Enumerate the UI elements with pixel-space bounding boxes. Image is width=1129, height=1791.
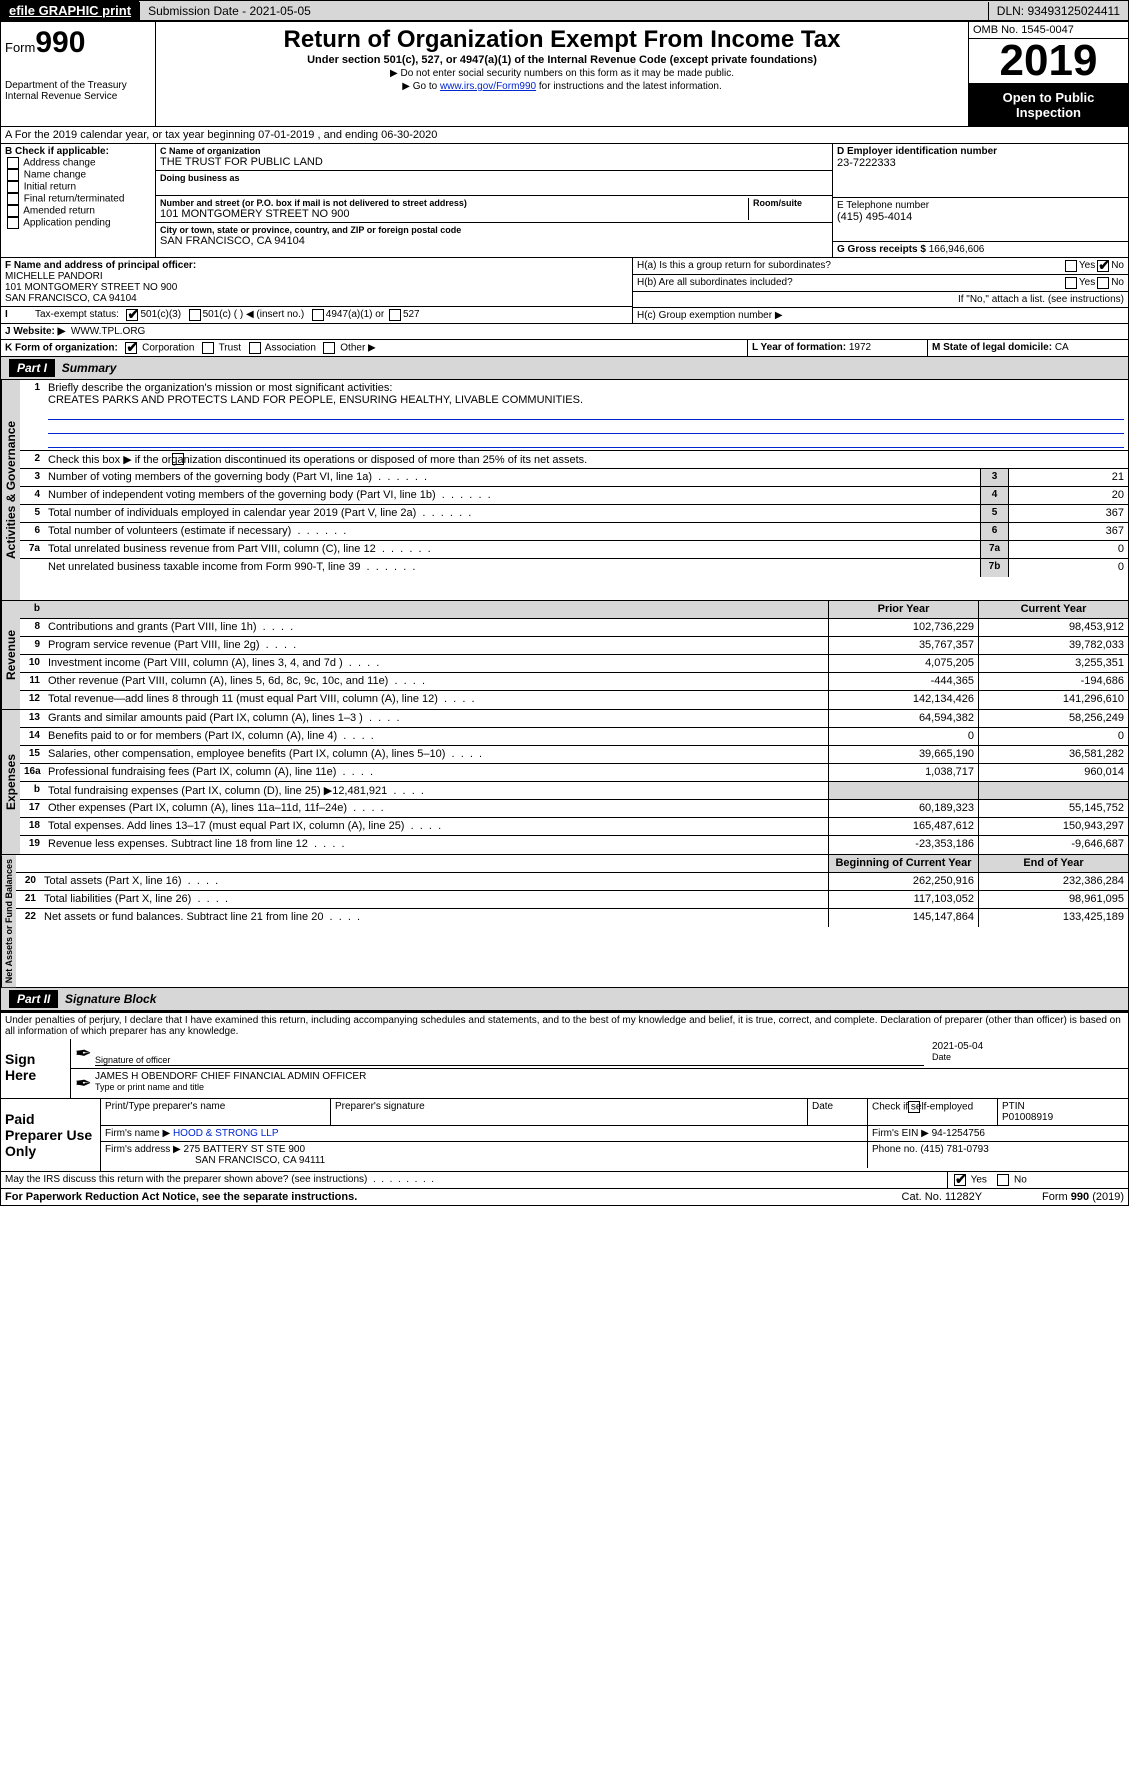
527-check[interactable]	[389, 309, 401, 321]
501c3-check[interactable]	[126, 309, 138, 321]
ssn-note: ▶ Do not enter social security numbers o…	[160, 68, 964, 79]
part1-header: Part I Summary	[1, 357, 1128, 380]
submission-date: Submission Date - 2021-05-05	[139, 2, 319, 20]
initial-return-check[interactable]	[7, 181, 19, 193]
sig-arrow-icon-2: ✒	[75, 1071, 95, 1096]
entity-block: B Check if applicable: Address change Na…	[1, 144, 1128, 258]
name-change-check[interactable]	[7, 169, 19, 181]
hb-note: If "No," attach a list. (see instruction…	[633, 292, 1128, 308]
top-bar: efile GRAPHIC print Submission Date - 20…	[0, 0, 1129, 21]
gross-label: G Gross receipts $	[837, 244, 926, 255]
app-pending-check[interactable]	[7, 217, 19, 229]
sig-date: 2021-05-04	[932, 1041, 1124, 1052]
corp-check[interactable]	[125, 342, 137, 354]
ein: 23-7222333	[837, 157, 1124, 169]
phone-label: E Telephone number	[837, 200, 1124, 211]
501c-check[interactable]	[189, 309, 201, 321]
form-subtitle: Under section 501(c), 527, or 4947(a)(1)…	[160, 54, 964, 66]
ha-label: H(a) Is this a group return for subordin…	[637, 260, 1063, 272]
dba-label: Doing business as	[160, 173, 828, 183]
city-label: City or town, state or province, country…	[160, 225, 828, 235]
discontinued-check[interactable]	[172, 453, 184, 465]
irs-link[interactable]: www.irs.gov/Form990	[440, 81, 536, 92]
org-name-label: C Name of organization	[160, 146, 828, 156]
goto-note: ▶ Go to www.irs.gov/Form990 for instruct…	[160, 81, 964, 92]
other-check[interactable]	[323, 342, 335, 354]
org-name: THE TRUST FOR PUBLIC LAND	[160, 156, 828, 168]
assoc-check[interactable]	[249, 342, 261, 354]
ein-label: D Employer identification number	[837, 146, 1124, 157]
website: WWW.TPL.ORG	[71, 326, 145, 337]
end-year-hdr: End of Year	[978, 855, 1128, 872]
discuss-no[interactable]	[997, 1174, 1009, 1186]
current-year-hdr: Current Year	[978, 601, 1128, 618]
officer-label: F Name and address of principal officer:	[5, 260, 628, 271]
addr-change-check[interactable]	[7, 157, 19, 169]
self-emp-check[interactable]	[908, 1101, 920, 1113]
firm-name[interactable]: HOOD & STRONG LLP	[173, 1128, 279, 1139]
hb-yes[interactable]	[1065, 277, 1077, 289]
efile-link[interactable]: efile GRAPHIC print	[1, 1, 139, 20]
period-line: A For the 2019 calendar year, or tax yea…	[1, 127, 441, 143]
beg-year-hdr: Beginning of Current Year	[828, 855, 978, 872]
perjury-text: Under penalties of perjury, I declare th…	[1, 1013, 1128, 1039]
prior-year-hdr: Prior Year	[828, 601, 978, 618]
officer-addr2: SAN FRANCISCO, CA 94104	[5, 293, 628, 304]
form-number: Form990	[5, 26, 151, 60]
amended-check[interactable]	[7, 205, 19, 217]
form-990: Form990 Department of the Treasury Inter…	[0, 21, 1129, 1206]
ha-yes[interactable]	[1065, 260, 1077, 272]
officer-printed: JAMES H OBENDORF CHIEF FINANCIAL ADMIN O…	[95, 1071, 1124, 1082]
ptin: P01008919	[1002, 1112, 1053, 1123]
gross-receipts: 166,946,606	[929, 244, 985, 255]
vtab-expenses: Expenses	[1, 710, 20, 854]
tax-year: 2019	[969, 39, 1128, 84]
street-label: Number and street (or P.O. box if mail i…	[160, 198, 748, 208]
footer: For Paperwork Reduction Act Notice, see …	[1, 1189, 1128, 1205]
year-formation: 1972	[849, 342, 871, 353]
part2-header: Part II Signature Block	[1, 988, 1128, 1011]
dept-treasury: Department of the Treasury	[5, 80, 151, 91]
hb-label: H(b) Are all subordinates included?	[637, 277, 1063, 289]
paid-preparer: Paid Preparer Use Only	[1, 1099, 101, 1171]
firm-ein: 94-1254756	[932, 1128, 985, 1139]
city: SAN FRANCISCO, CA 94104	[160, 235, 828, 247]
final-return-check[interactable]	[7, 193, 19, 205]
open-inspection: Open to Public Inspection	[969, 84, 1128, 126]
phone: (415) 495-4014	[837, 211, 1124, 223]
discuss-yes[interactable]	[954, 1174, 966, 1186]
form-title: Return of Organization Exempt From Incom…	[160, 26, 964, 54]
vtab-revenue: Revenue	[1, 601, 20, 709]
sig-arrow-icon: ✒	[75, 1041, 95, 1066]
sign-here: Sign Here	[1, 1039, 71, 1098]
form-header: Form990 Department of the Treasury Inter…	[1, 22, 1128, 127]
officer-name: MICHELLE PANDORI	[5, 271, 628, 282]
trust-check[interactable]	[202, 342, 214, 354]
mission: CREATES PARKS AND PROTECTS LAND FOR PEOP…	[48, 394, 1124, 406]
hb-no[interactable]	[1097, 277, 1109, 289]
room-label: Room/suite	[753, 198, 828, 208]
4947-check[interactable]	[312, 309, 324, 321]
ha-no[interactable]	[1097, 260, 1109, 272]
dln: DLN: 93493125024411	[988, 2, 1128, 20]
vtab-netassets: Net Assets or Fund Balances	[1, 855, 16, 987]
state-domicile: CA	[1055, 342, 1069, 353]
vtab-governance: Activities & Governance	[1, 380, 20, 600]
firm-phone: (415) 781-0793	[920, 1144, 988, 1155]
firm-addr: 275 BATTERY ST STE 900	[184, 1144, 306, 1155]
irs-label: Internal Revenue Service	[5, 91, 151, 102]
hc-label: H(c) Group exemption number ▶	[633, 308, 1128, 323]
section-b: B Check if applicable: Address change Na…	[1, 144, 156, 257]
street: 101 MONTGOMERY STREET NO 900	[160, 208, 748, 220]
officer-addr1: 101 MONTGOMERY STREET NO 900	[5, 282, 628, 293]
